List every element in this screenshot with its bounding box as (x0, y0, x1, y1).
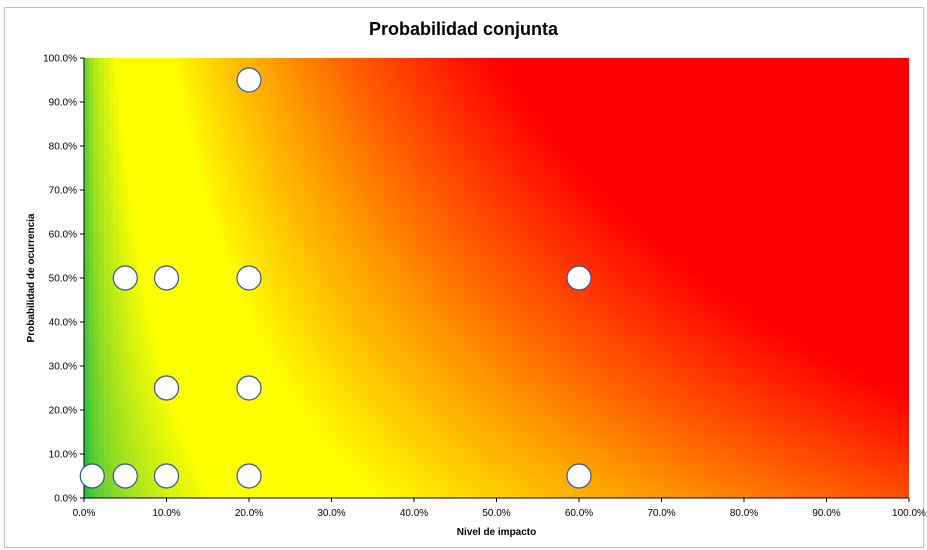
data-point (153, 463, 180, 489)
y-tick-label: 60.0% (49, 230, 77, 241)
data-point (236, 265, 262, 291)
y-tick-label: 90.0% (49, 98, 77, 109)
data-point (236, 375, 262, 401)
x-tick-label: 10.0% (152, 508, 180, 519)
data-point (236, 67, 262, 93)
x-tick-label: 90.0% (812, 508, 840, 519)
data-point (236, 463, 262, 489)
y-tick-label: 30.0% (49, 362, 77, 373)
data-point (112, 463, 138, 489)
x-tick-label: 20.0% (235, 508, 263, 519)
y-tick-label: 100.0% (43, 54, 77, 65)
x-tick-label: 0.0% (73, 508, 96, 519)
x-tick-label: 30.0% (317, 508, 345, 519)
x-tick-label: 80.0% (730, 508, 758, 519)
heatmap-background (84, 58, 909, 498)
data-point (112, 265, 138, 291)
axes (80, 57, 910, 502)
data-points (79, 67, 592, 489)
data-point (153, 265, 180, 291)
data-point (153, 375, 180, 401)
y-axis-label: Probabilidad de ocurrencia (26, 213, 37, 342)
y-tick-label: 80.0% (49, 142, 77, 153)
y-tick-label: 70.0% (49, 186, 77, 197)
y-tick-label: 0.0% (54, 494, 77, 505)
chart-title: Probabilidad conjunta (368, 19, 558, 39)
tick-labels: 0.0% 10.0% 20.0% 30.0% 40.0% 50.0% 60.0% 70.0% 8… (43, 54, 926, 520)
y-tick-label: 50.0% (49, 274, 77, 285)
x-axis-label: Nivel de impacto (457, 527, 536, 538)
y-tick-label: 40.0% (49, 318, 77, 329)
y-tick-label: 20.0% (49, 406, 77, 417)
data-point (79, 463, 105, 489)
x-tick-label: 40.0% (400, 508, 428, 519)
x-tick-label: 50.0% (482, 508, 510, 519)
x-tick-label: 70.0% (647, 508, 675, 519)
x-tick-label: 100.0% (892, 508, 926, 519)
data-point (566, 265, 592, 291)
y-tick-label: 10.0% (49, 450, 77, 461)
data-point (566, 463, 592, 489)
x-tick-label: 60.0% (565, 508, 593, 519)
